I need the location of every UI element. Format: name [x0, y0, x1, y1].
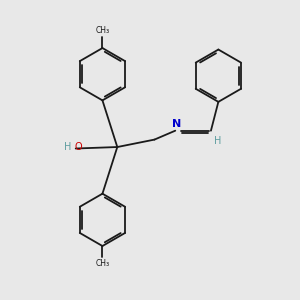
Text: H: H — [214, 136, 221, 146]
Text: H: H — [64, 142, 71, 152]
Text: CH₃: CH₃ — [95, 259, 110, 268]
Text: CH₃: CH₃ — [95, 26, 110, 35]
Text: N: N — [172, 119, 181, 129]
Text: O: O — [75, 142, 83, 152]
